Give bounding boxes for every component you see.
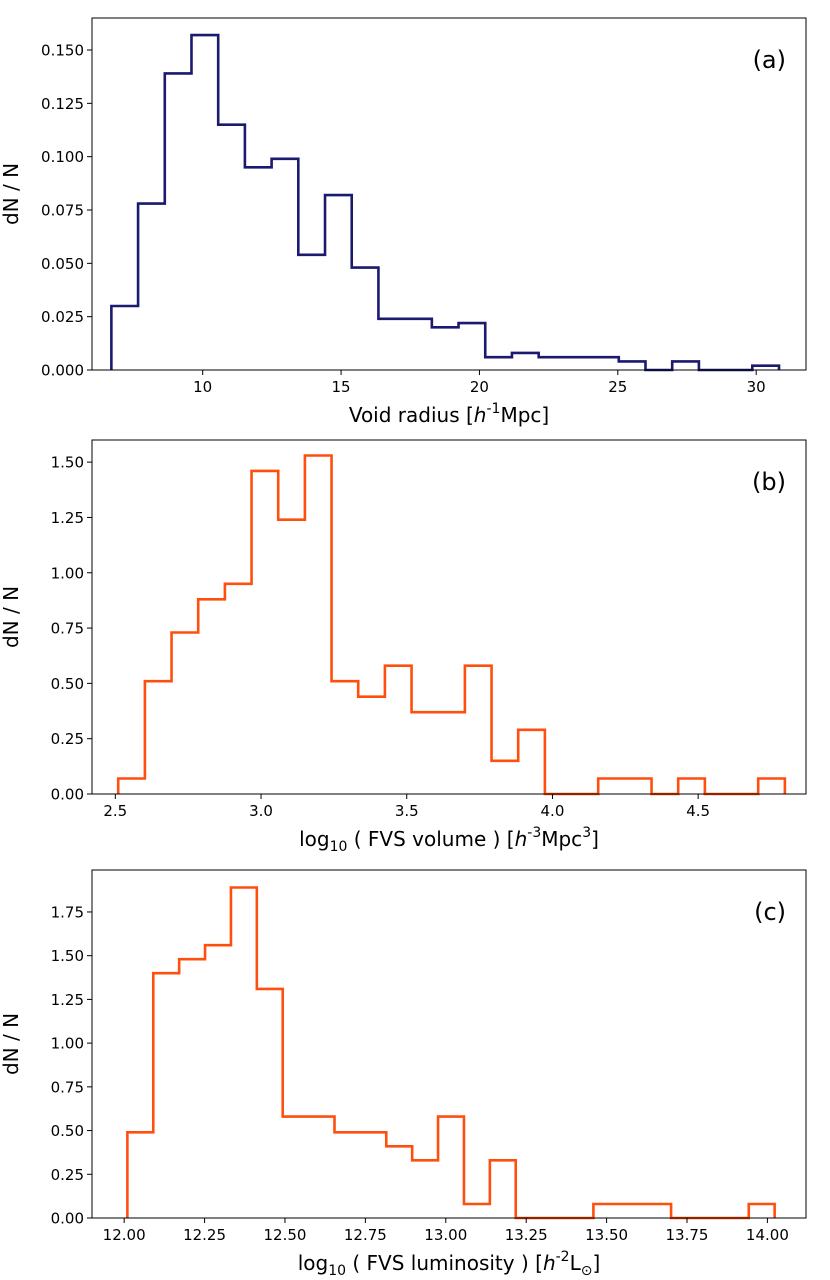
y-tick-label: 0.25: [51, 730, 84, 748]
x-tick-label: 10: [193, 378, 212, 396]
y-tick-label: 0.25: [51, 1166, 84, 1184]
x-tick-label: 25: [608, 378, 627, 396]
x-tick-label: 15: [332, 378, 351, 396]
y-tick-label: 0.00: [51, 1210, 84, 1228]
panel-label: (a): [753, 46, 786, 74]
x-tick-label: 14.00: [746, 1226, 789, 1244]
panel-2: 12.00 12.25 12.50 12.75 13.00 13.25 13.50 13.75…: [0, 869, 807, 1279]
x-tick-label: 13.25: [505, 1226, 548, 1244]
panel-label: (b): [752, 468, 786, 496]
x-tick-label: 30: [747, 378, 766, 396]
axes-frame: [91, 869, 807, 1219]
y-tick-label: 1.25: [51, 509, 84, 527]
x-tick-label: 12.25: [183, 1226, 226, 1244]
axes-frame: [91, 439, 807, 795]
panel-label: (c): [754, 898, 786, 926]
y-axis-label: dN / N: [0, 163, 23, 225]
y-tick-label: 1.25: [51, 991, 84, 1009]
x-tick-label: 12.00: [103, 1226, 146, 1244]
x-axis-label: log10 ( FVS volume ) [h-3Mpc3]: [299, 825, 599, 855]
y-tick-label: 0.075: [41, 202, 84, 220]
x-tick-label: 13.50: [585, 1226, 628, 1244]
axes-frame: [91, 17, 807, 371]
y-tick-label: 1.00: [51, 564, 84, 582]
y-tick-label: 1.50: [51, 947, 84, 965]
x-tick-label: 12.50: [263, 1226, 306, 1244]
y-tick-label: 1.75: [51, 903, 84, 921]
histogram-step-line: [110, 33, 781, 372]
y-tick-label: 0.050: [41, 255, 84, 273]
x-tick-label: 4.5: [686, 802, 710, 820]
x-tick-label: 12.75: [344, 1226, 387, 1244]
y-tick-label: 0.50: [51, 1122, 84, 1140]
y-tick-label: 0.125: [41, 95, 84, 113]
x-axis-label: Void radius [h-1Mpc]: [349, 401, 549, 427]
x-tick-label: 13.75: [666, 1226, 709, 1244]
x-tick-label: 3.5: [395, 802, 419, 820]
histogram-step-line: [126, 886, 776, 1220]
y-tick-label: 0.000: [41, 362, 84, 380]
y-tick-label: 0.100: [41, 148, 84, 166]
y-tick-label: 0.50: [51, 675, 84, 693]
x-tick-label: 4.0: [541, 802, 565, 820]
y-tick-label: 1.00: [51, 1035, 84, 1053]
x-axis-label: log10 ( FVS luminosity ) [h-2L⊙]: [298, 1249, 601, 1279]
y-tick-label: 1.50: [51, 454, 84, 472]
panel-1: 2.5 3.0 3.5 4.0 4.5 0.00 0.25 0.50 0.75 1.00 1.25 1…: [0, 439, 807, 855]
x-tick-label: 13.00: [424, 1226, 467, 1244]
y-tick-label: 0.75: [51, 620, 84, 638]
histogram-step-line: [116, 454, 787, 796]
y-tick-label: 0.75: [51, 1078, 84, 1096]
y-tick-label: 0.025: [41, 308, 84, 326]
y-tick-label: 0.150: [41, 42, 84, 60]
x-tick-label: 20: [470, 378, 489, 396]
y-axis-label: dN / N: [0, 586, 23, 648]
y-tick-label: 0.00: [51, 786, 84, 804]
panel-0: 10 15 20 25 30 0.000 0.025 0.050 0.075 0.100 0.125…: [0, 17, 807, 427]
y-axis-label: dN / N: [0, 1013, 23, 1075]
x-tick-label: 3.0: [249, 802, 273, 820]
x-tick-label: 2.5: [103, 802, 127, 820]
